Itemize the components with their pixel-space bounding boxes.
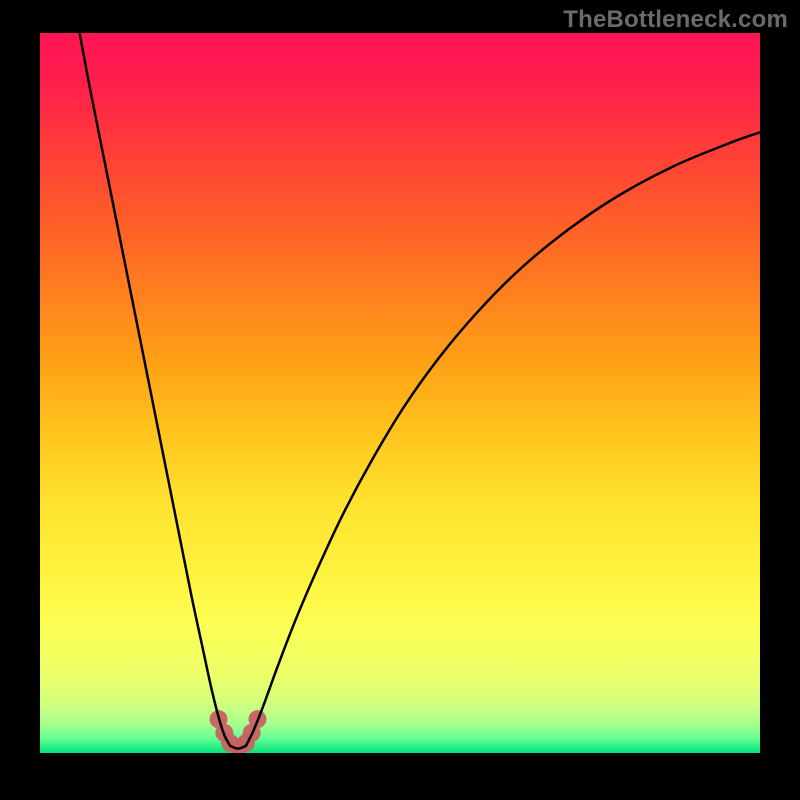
bottleneck-chart bbox=[0, 0, 800, 800]
chart-container: TheBottleneck.com bbox=[0, 0, 800, 800]
plot-background bbox=[40, 33, 760, 753]
watermark-text: TheBottleneck.com bbox=[563, 6, 788, 34]
